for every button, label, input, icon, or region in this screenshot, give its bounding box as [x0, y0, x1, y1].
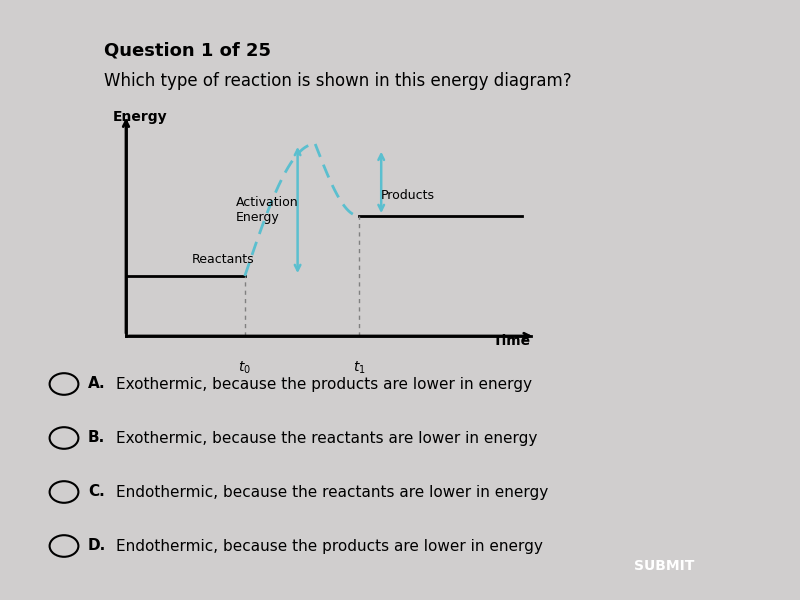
- Text: Question 1 of 25: Question 1 of 25: [104, 42, 271, 60]
- Text: Endothermic, because the products are lower in energy: Endothermic, because the products are lo…: [116, 539, 543, 553]
- Text: $t_0$: $t_0$: [238, 360, 251, 376]
- Text: Which type of reaction is shown in this energy diagram?: Which type of reaction is shown in this …: [104, 72, 572, 90]
- Text: Time: Time: [493, 334, 531, 348]
- Text: Endothermic, because the reactants are lower in energy: Endothermic, because the reactants are l…: [116, 485, 548, 499]
- Text: A.: A.: [88, 377, 106, 391]
- Text: $t_1$: $t_1$: [353, 360, 366, 376]
- Text: Energy: Energy: [113, 110, 167, 124]
- Text: C.: C.: [88, 485, 105, 499]
- Text: Reactants: Reactants: [192, 253, 254, 266]
- Text: Exothermic, because the products are lower in energy: Exothermic, because the products are low…: [116, 377, 532, 391]
- Text: Activation
Energy: Activation Energy: [236, 196, 298, 224]
- Text: Exothermic, because the reactants are lower in energy: Exothermic, because the reactants are lo…: [116, 431, 538, 445]
- Text: D.: D.: [88, 539, 106, 553]
- Text: Products: Products: [381, 188, 435, 202]
- Text: SUBMIT: SUBMIT: [634, 559, 694, 572]
- Text: B.: B.: [88, 431, 106, 445]
